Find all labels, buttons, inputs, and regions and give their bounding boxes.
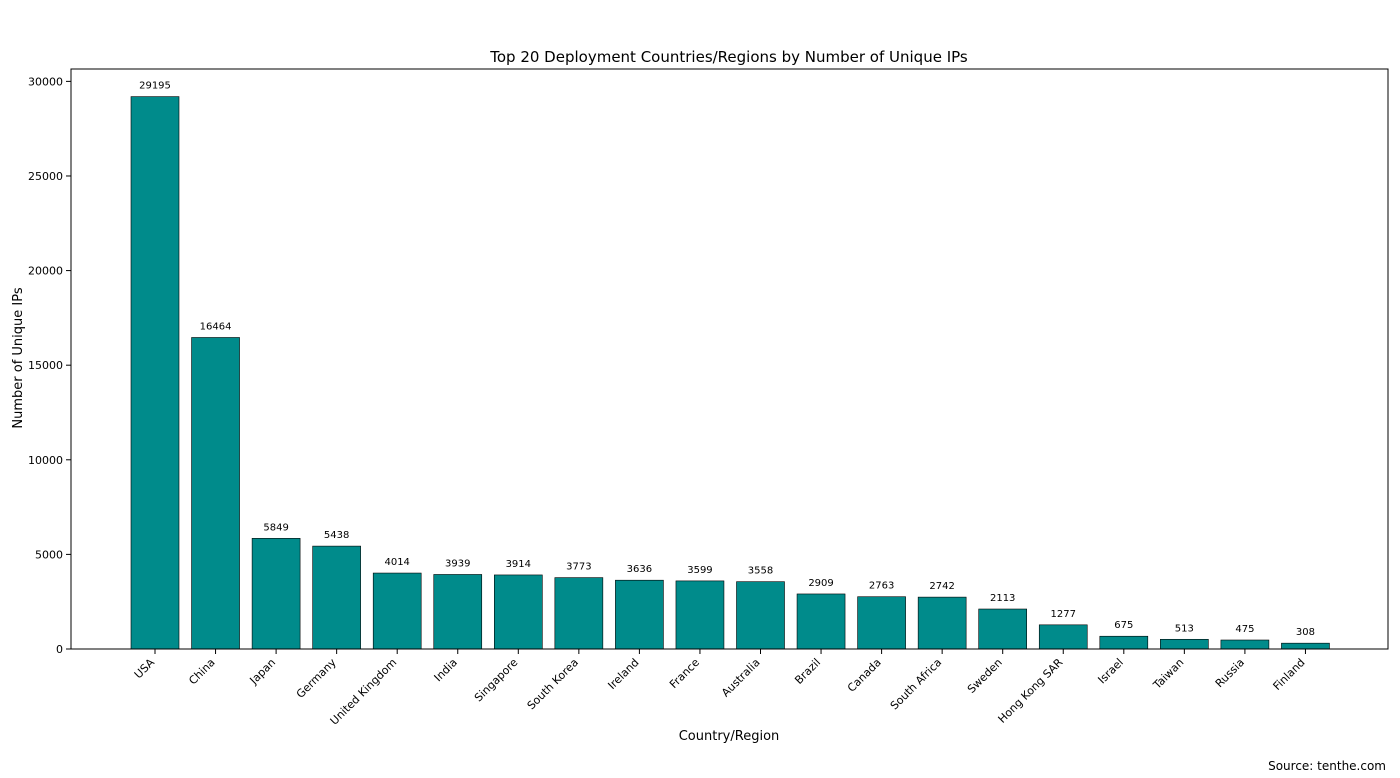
x-tick-label: Hong Kong SAR [996,656,1066,726]
bar [1160,638,1209,650]
bar [978,608,1028,650]
bar [1099,635,1149,650]
data-label: 2742 [929,581,954,592]
data-label: 3914 [506,559,531,570]
y-tick-label: 30000 [28,75,63,88]
bar [251,538,301,650]
y-tick-label: 5000 [35,548,63,561]
x-tick-label: Australia [719,656,763,700]
y-tick-label: 15000 [28,359,63,372]
data-label: 1277 [1051,609,1076,620]
x-tick-label: Singapore [472,656,521,705]
bar [191,337,240,650]
x-tick-label: Brazil [792,656,823,687]
data-label: 29195 [139,81,171,92]
bar [1281,642,1330,650]
bar [675,580,725,650]
x-tick-label: USA [132,656,158,682]
data-label: 308 [1296,627,1315,638]
chart-title: Top 20 Deployment Countries/Regions by N… [489,48,968,66]
x-tick-label: South Korea [525,656,581,712]
data-label: 5849 [263,522,288,533]
bar [736,581,785,650]
x-tick-label: South Africa [888,656,944,712]
data-label: 2113 [990,593,1015,604]
x-axis-label: Country/Region [679,729,780,744]
bar [1220,639,1270,650]
bar [857,596,906,650]
bar [917,596,967,650]
x-tick-label: Sweden [965,656,1005,696]
data-label: 3939 [445,558,470,569]
data-label: 3773 [566,562,591,573]
data-label: 675 [1114,620,1133,631]
data-label: 513 [1175,623,1194,634]
x-tick-label: Canada [845,656,884,695]
bar [372,572,422,650]
x-tick-label: Ireland [605,656,641,692]
y-tick-label: 25000 [28,170,63,183]
data-label: 475 [1235,624,1254,635]
plot-frame [70,68,1389,650]
x-tick-label: Russia [1213,656,1247,690]
source-note: Source: tenthe.com [1268,759,1386,773]
data-label: 3636 [627,564,652,575]
x-tick-label: India [432,656,460,684]
x-tick-label: Germany [294,656,339,701]
y-axis-label: Number of Unique IPs [11,287,26,428]
bar [312,545,361,650]
data-label: 3599 [687,565,712,576]
bar [615,579,664,650]
x-tick-label: Taiwan [1150,656,1186,692]
data-label: 16464 [200,321,232,332]
x-tick-label: United Kingdom [328,656,400,728]
bars: 29195 16464 5849 5438 4014 3939 3914 3773 3636 35… [130,81,1330,650]
x-tick-label: Japan [247,656,279,688]
x-tick-label: Israel [1095,656,1125,686]
y-tick-label: 10000 [28,454,63,467]
bar [796,593,846,650]
bar [433,574,483,650]
y-tick-label: 0 [56,643,63,656]
data-label: 4014 [384,557,409,568]
bar [130,96,180,650]
data-label: 3558 [748,566,773,577]
data-label: 2909 [808,578,833,589]
x-tick-label: China [186,656,217,687]
y-tick-label: 20000 [28,265,63,278]
data-label: 2763 [869,581,894,592]
bar [493,574,543,650]
data-label: 5438 [324,530,349,541]
y-axis: 0 5000 10000 15000 20000 25000 30000 [28,75,71,656]
bar [554,577,604,650]
x-tick-label: Finland [1271,656,1308,693]
x-tick-label: France [667,656,702,691]
bar [1038,624,1088,650]
